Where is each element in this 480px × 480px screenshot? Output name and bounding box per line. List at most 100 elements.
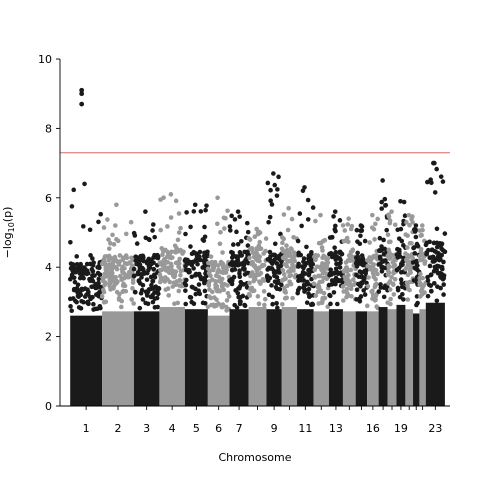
snp-point	[280, 240, 285, 246]
snp-point	[296, 278, 301, 284]
snp-point	[155, 255, 161, 261]
snp-point	[387, 287, 393, 292]
snp-point	[99, 261, 105, 267]
snp-point	[337, 218, 343, 223]
snp-point	[110, 232, 115, 238]
snp-point	[202, 234, 208, 240]
snp-point	[148, 261, 154, 267]
snp-point	[67, 296, 73, 302]
snp-point	[261, 289, 267, 294]
snp-point	[410, 255, 416, 261]
snp-point	[306, 291, 311, 296]
snp-point	[217, 241, 223, 247]
snp-point	[168, 261, 174, 267]
chromosome-max-point	[254, 226, 259, 232]
snp-point	[108, 287, 113, 292]
snp-point	[434, 267, 439, 273]
snp-point	[202, 276, 208, 282]
snp-point	[315, 284, 321, 290]
snp-point	[377, 235, 383, 241]
chromosome-15-dense-band	[355, 311, 368, 406]
snp-point	[329, 235, 335, 240]
snp-point	[406, 286, 411, 292]
snp-point	[425, 274, 430, 280]
snp-point	[325, 304, 331, 310]
snp-point	[207, 287, 212, 292]
snp-point	[256, 243, 262, 249]
snp-point	[354, 297, 359, 302]
snp-point	[374, 304, 380, 309]
snp-point	[405, 245, 410, 250]
snp-point	[412, 265, 418, 271]
chromosome-2-points	[99, 202, 136, 406]
snp-point	[391, 292, 397, 297]
snp-point	[333, 249, 339, 255]
snp-point	[333, 253, 339, 259]
snp-point	[398, 226, 404, 232]
snp-point	[237, 271, 242, 276]
snp-point	[211, 266, 216, 271]
snp-point	[238, 279, 244, 285]
snp-point	[328, 250, 334, 256]
snp-point	[355, 254, 361, 260]
chromosome-max-point	[346, 216, 351, 221]
snp-point	[365, 284, 371, 289]
snp-point	[292, 258, 298, 264]
top-hit-point	[431, 160, 436, 166]
snp-point	[320, 298, 325, 303]
snp-point	[272, 182, 278, 188]
snp-point	[173, 260, 179, 266]
snp-point	[428, 283, 434, 288]
snp-point	[266, 292, 272, 298]
snp-point	[227, 224, 233, 229]
snp-point	[252, 275, 258, 281]
snp-point	[262, 302, 267, 308]
snp-point	[306, 281, 311, 287]
snp-point	[227, 278, 232, 283]
snp-point	[387, 218, 393, 223]
snp-point	[276, 174, 281, 180]
snp-point	[183, 301, 189, 307]
snp-point	[112, 264, 117, 270]
snp-point	[191, 301, 197, 307]
snp-point	[398, 277, 404, 282]
snp-point	[263, 236, 269, 241]
snp-point	[225, 283, 230, 288]
snp-point	[355, 239, 360, 244]
snp-point	[329, 272, 334, 277]
snp-point	[223, 304, 229, 310]
snp-point	[295, 290, 300, 296]
y-axis-label-suffix: (p)	[1, 207, 14, 223]
snp-point	[434, 250, 440, 255]
snp-point	[219, 304, 225, 310]
snp-point	[220, 250, 225, 255]
snp-point	[403, 257, 409, 263]
snp-point	[117, 273, 123, 279]
snp-point	[333, 223, 338, 229]
snp-point	[332, 245, 337, 250]
snp-point	[212, 295, 217, 300]
snp-point	[280, 249, 286, 254]
snp-point	[399, 280, 404, 286]
snp-point	[111, 242, 117, 247]
snp-point	[359, 228, 365, 233]
snp-point	[224, 298, 230, 303]
snp-point	[96, 219, 101, 225]
snp-point	[158, 227, 163, 233]
snp-point	[401, 297, 406, 302]
snp-point	[101, 225, 107, 230]
snp-point	[274, 300, 279, 306]
snp-point	[395, 246, 400, 252]
snp-point	[322, 254, 328, 260]
snp-point	[146, 256, 152, 262]
chromosome-max-point	[168, 192, 174, 197]
snp-point	[249, 247, 255, 253]
snp-point	[387, 254, 393, 260]
top-hit-point	[79, 101, 85, 107]
chromosome-17-points	[376, 178, 390, 406]
snp-point	[102, 280, 108, 285]
y-axis-label: −log10(p)	[1, 207, 16, 259]
snp-point	[216, 263, 221, 268]
chromosome-20-dense-band	[405, 309, 414, 406]
snp-point	[194, 272, 199, 278]
